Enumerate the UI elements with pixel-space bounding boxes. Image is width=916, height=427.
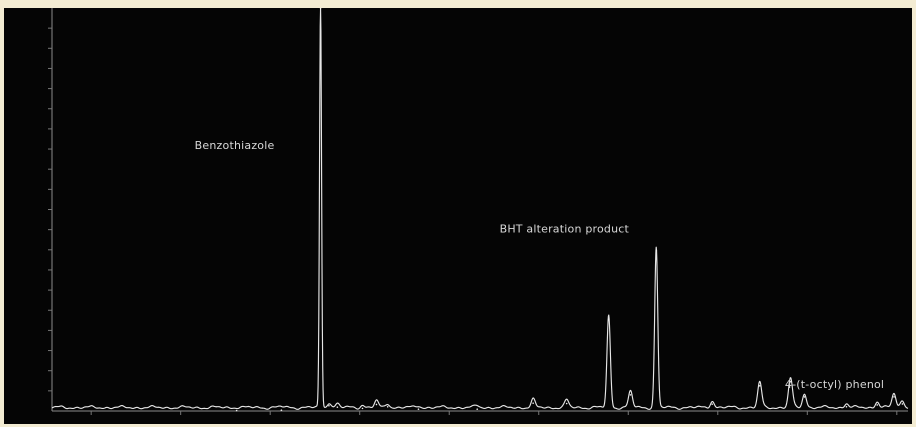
peak-apex-point — [235, 409, 238, 412]
peak-apex-point — [280, 409, 283, 411]
peak-apex-point — [607, 318, 610, 321]
peak-apex-point — [803, 396, 806, 398]
peak-apex-point — [476, 408, 479, 410]
peak-apex-point — [336, 406, 339, 408]
peak-apex-point — [386, 405, 389, 408]
peak-apex-point — [845, 405, 848, 408]
axes-group — [48, 8, 908, 415]
plot-background — [4, 8, 912, 424]
chromatogram-trace — [51, 8, 909, 410]
peak-apex-point — [417, 408, 420, 410]
annotations-group: Benzothiazole BHT alteration product 4-(t-… — [195, 139, 884, 391]
peak-apex-point — [565, 402, 568, 405]
peak-apex-point — [655, 250, 658, 252]
peak-apex-point — [361, 407, 364, 410]
peak-apex-point — [375, 403, 378, 406]
chromatogram-frame: Benzothiazole BHT alteration product 4-(t-… — [4, 8, 912, 424]
peak-apex-point — [319, 8, 322, 9]
peak-apex-point — [876, 404, 879, 406]
peak-annotation: Benzothiazole — [195, 139, 275, 152]
peak-apex-point — [789, 380, 792, 383]
peak-apex-point — [893, 396, 895, 398]
chromatogram-chart: Benzothiazole BHT alteration product 4-(t-… — [4, 8, 912, 424]
peak-apex-point — [901, 403, 904, 405]
peak-annotation: BHT alteration product — [500, 223, 630, 236]
peak-apex-point — [629, 394, 632, 396]
signal-group — [51, 8, 909, 412]
peak-apex-point — [532, 402, 534, 404]
peak-apex-point — [328, 404, 330, 407]
peak-apex-point — [711, 403, 713, 405]
peak-annotation: 4-(t-octyl) phenol — [785, 378, 884, 391]
peak-apex-point — [758, 385, 761, 387]
